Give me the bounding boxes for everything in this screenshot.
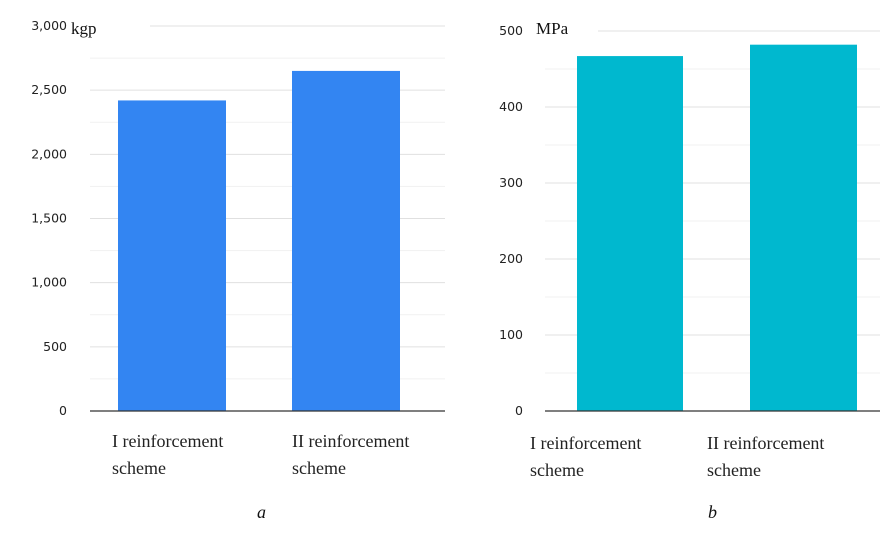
x-category-label: scheme — [292, 458, 346, 478]
bar-1 — [577, 56, 683, 412]
y-tick-label: 0 — [59, 403, 67, 418]
bar-2 — [750, 44, 857, 412]
x-category-label: I reinforcement — [112, 431, 223, 451]
x-category-label: scheme — [707, 460, 761, 480]
x-category-label: scheme — [530, 460, 584, 480]
panel-label-b: b — [708, 502, 717, 522]
y-tick-label: 3,000 — [31, 18, 67, 33]
y-tick-label: 2,000 — [31, 146, 67, 161]
unit-label: kgp — [71, 19, 97, 38]
y-tick-label: 2,500 — [31, 82, 67, 97]
y-tick-label: 500 — [43, 339, 67, 354]
bar-2 — [292, 70, 400, 412]
x-category-label: II reinforcement — [707, 433, 824, 453]
y-tick-label: 1,500 — [31, 211, 67, 226]
y-tick-label: 300 — [499, 175, 523, 190]
y-tick-label: 200 — [499, 251, 523, 266]
x-category-label: II reinforcement — [292, 431, 409, 451]
y-tick-label: 400 — [499, 99, 523, 114]
y-tick-label: 100 — [499, 327, 523, 342]
panel-label-a: a — [257, 502, 266, 522]
unit-label: MPa — [536, 19, 569, 38]
y-tick-label: 1,000 — [31, 275, 67, 290]
y-tick-label: 500 — [499, 23, 523, 38]
x-category-label: scheme — [112, 458, 166, 478]
x-category-label: I reinforcement — [530, 433, 641, 453]
bar-1 — [118, 100, 226, 411]
y-tick-label: 0 — [515, 403, 523, 418]
